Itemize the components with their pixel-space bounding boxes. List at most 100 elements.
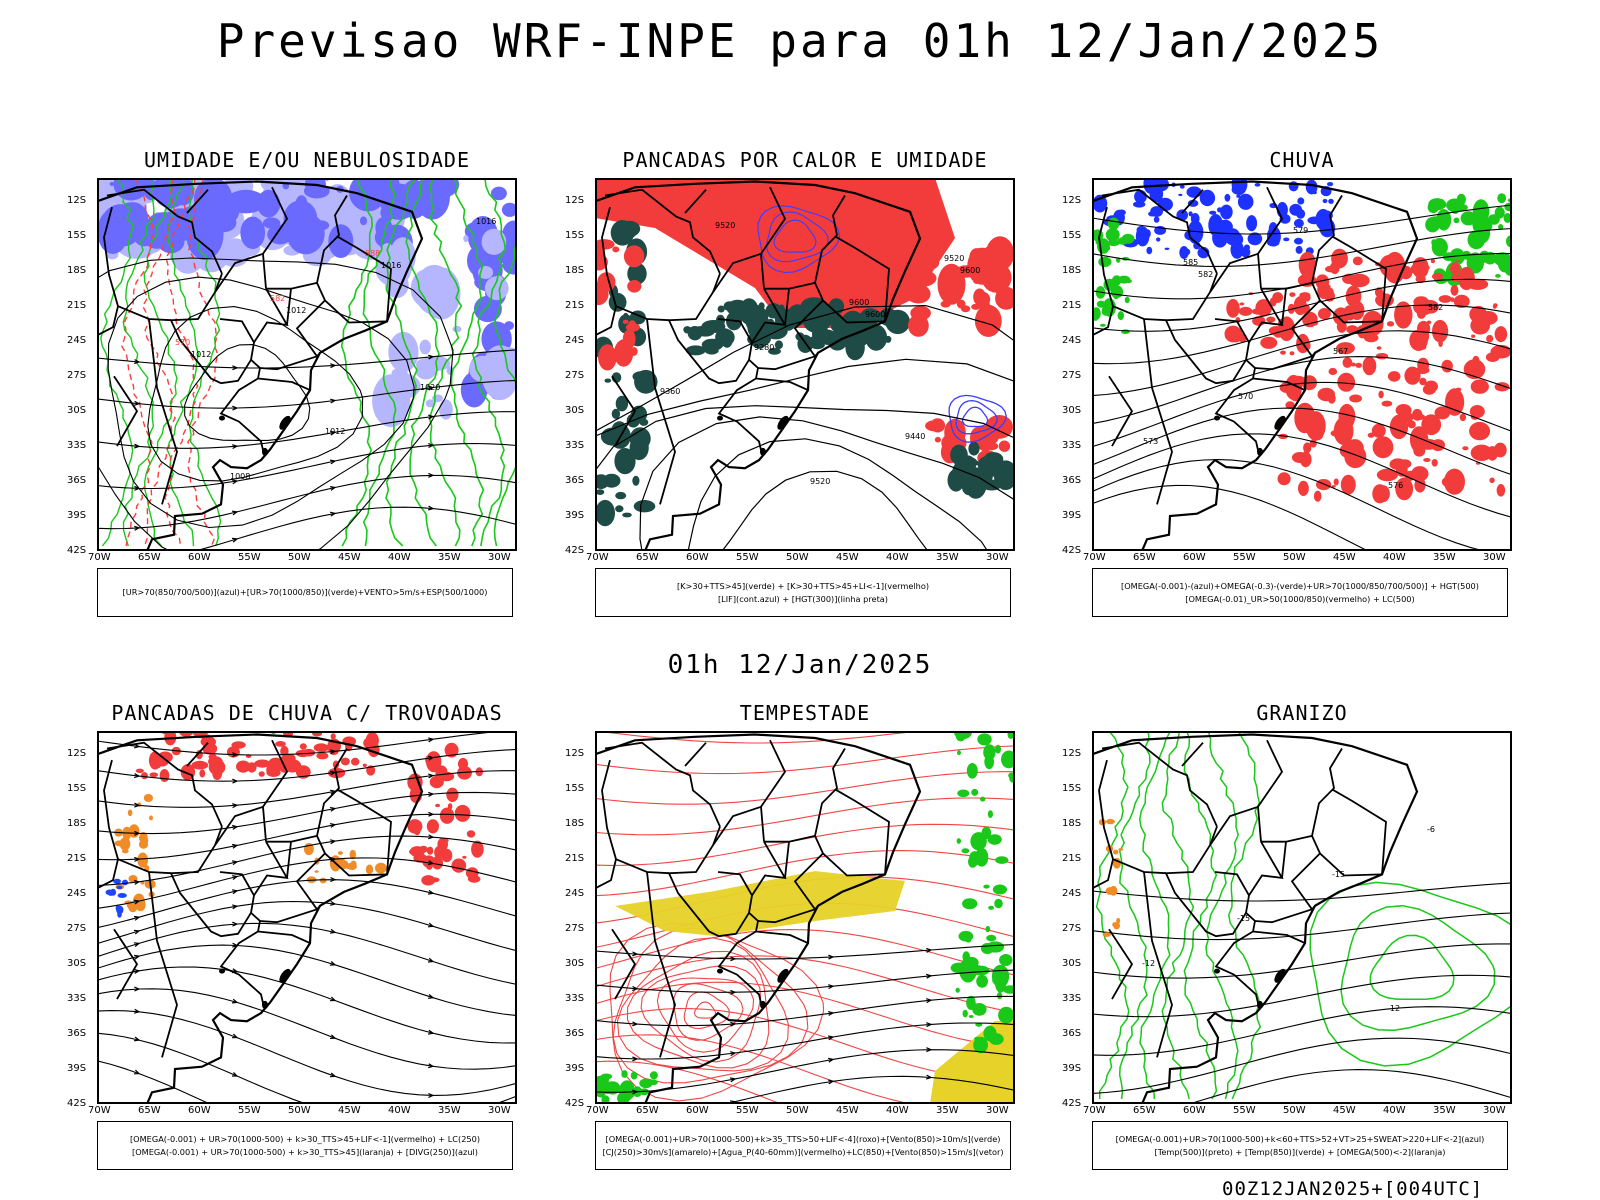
lat-tick-label: 36S bbox=[565, 1028, 585, 1040]
lat-tick-label: 39S bbox=[565, 1063, 585, 1075]
lat-tick-label: 36S bbox=[1062, 1028, 1082, 1040]
lon-tick-label: 50W bbox=[288, 552, 311, 563]
panel-legend: [OMEGA(-0.001)-(azul)+OMEGA(-0.3)-(verde… bbox=[1092, 568, 1508, 617]
map-frame: -12 -12 -15 -15 -6 bbox=[1092, 731, 1512, 1104]
lat-tick-label: 33S bbox=[1062, 993, 1082, 1005]
wind-green bbox=[950, 731, 1015, 1054]
lat-tick-label: 39S bbox=[67, 510, 87, 522]
lat-tick-label: 27S bbox=[1062, 370, 1082, 382]
lat-tick-label: 12S bbox=[565, 748, 585, 760]
contour-label: 9600 bbox=[960, 266, 980, 275]
lon-tick-label: 40W bbox=[886, 1105, 909, 1116]
heat-green-west bbox=[595, 220, 658, 527]
lon-tick-label: 50W bbox=[786, 552, 809, 563]
panel-legend: [OMEGA(-0.001)+UR>70(1000-500)+k<60+TTS>… bbox=[1092, 1121, 1508, 1170]
run-stamp: 00Z12JAN2025+[004UTC] bbox=[1222, 1178, 1484, 1200]
legend-line: [OMEGA(-0.01)_UR>50(1000/850)(vermelho) … bbox=[1185, 593, 1415, 604]
lon-tick-label: 70W bbox=[586, 1105, 609, 1116]
panel-title: CHUVA bbox=[1269, 148, 1335, 172]
map-frame: 1012 1012 1016 1016 1008 1012 1020 570 582 588 bbox=[97, 178, 517, 551]
heat-red-west bbox=[595, 239, 645, 371]
contour-label: 576 bbox=[1388, 481, 1403, 490]
lat-tick-label: 36S bbox=[565, 475, 585, 487]
divg-blue bbox=[105, 878, 128, 918]
lat-tick-label: 33S bbox=[67, 993, 87, 1005]
contour-label: 1008 bbox=[230, 472, 250, 481]
humidity-lightblue-east bbox=[372, 228, 517, 428]
lon-tick-label: 65W bbox=[138, 552, 161, 563]
panel-title: PANCADAS DE CHUVA C/ TROVOADAS bbox=[111, 701, 503, 725]
omega-orange bbox=[1098, 818, 1124, 937]
legend-line: [OMEGA(-0.001)+UR>70(1000-500)+k<60+TTS>… bbox=[1115, 1133, 1485, 1144]
contour-label: 582 bbox=[1428, 303, 1443, 312]
lat-tick-label: 18S bbox=[1062, 818, 1082, 830]
lat-tick-label: 18S bbox=[565, 818, 585, 830]
lat-tick-label: 24S bbox=[565, 888, 585, 900]
lat-tick-label: 42S bbox=[67, 1098, 87, 1109]
lat-tick-label: 12S bbox=[1062, 748, 1082, 760]
lat-tick-label: 33S bbox=[565, 993, 585, 1005]
lon-tick-label: 70W bbox=[1083, 1105, 1106, 1116]
lat-tick-label: 39S bbox=[67, 1063, 87, 1075]
legend-line: [OMEGA(-0.001)+UR>70(1000-500)+k>35_TTS>… bbox=[605, 1133, 1001, 1144]
lon-tick-label: 55W bbox=[736, 1105, 759, 1116]
lat-tick-label: 24S bbox=[565, 335, 585, 347]
lat-tick-label: 33S bbox=[565, 440, 585, 452]
lat-tick-label: 21S bbox=[565, 300, 585, 312]
lon-tick-label: 55W bbox=[1233, 1105, 1256, 1116]
panel-legend: [K>30+TTS>45](verde) + [K>30+TTS>45+LI<-… bbox=[595, 568, 1011, 617]
contour-label: 1012 bbox=[191, 350, 211, 359]
lat-tick-label: 24S bbox=[67, 335, 87, 347]
contour-label: 582 bbox=[270, 294, 285, 303]
lon-tick-label: 30W bbox=[1483, 1105, 1506, 1116]
contour-label: 1016 bbox=[476, 217, 496, 226]
lat-tick-label: 12S bbox=[67, 195, 87, 207]
vento-vectors bbox=[595, 943, 1015, 1104]
lon-tick-label: 40W bbox=[388, 552, 411, 563]
lon-tick-label: 70W bbox=[1083, 552, 1106, 563]
contour-label: 9520 bbox=[944, 254, 964, 263]
heat-red-area bbox=[595, 178, 955, 328]
contour-label: -15 bbox=[1332, 870, 1345, 879]
contour-label: 582 bbox=[1198, 270, 1213, 279]
lon-tick-label: 45W bbox=[836, 552, 859, 563]
panel-title: PANCADAS POR CALOR E UMIDADE bbox=[622, 148, 988, 172]
lon-tick-label: 35W bbox=[438, 1105, 461, 1116]
jet-yellow bbox=[615, 871, 905, 936]
lat-tick-label: 30S bbox=[67, 958, 87, 970]
contour-label: 567 bbox=[1333, 347, 1348, 356]
lat-tick-label: 33S bbox=[67, 440, 87, 452]
lat-tick-label: 27S bbox=[1062, 923, 1082, 935]
temp850-green bbox=[1095, 731, 1262, 1100]
contour-label: 579 bbox=[1293, 226, 1308, 235]
lat-tick-label: 42S bbox=[1062, 545, 1082, 556]
map-canvas bbox=[97, 731, 517, 1104]
map-frame bbox=[595, 731, 1015, 1104]
humidity-blue bbox=[97, 178, 460, 261]
lat-tick-label: 21S bbox=[1062, 300, 1082, 312]
lon-tick-label: 30W bbox=[1483, 552, 1506, 563]
panel-legend: [UR>70(850/700/500)](azul)+[UR>70(1000/8… bbox=[97, 568, 513, 617]
lon-tick-label: 60W bbox=[686, 1105, 709, 1116]
lat-tick-label: 30S bbox=[1062, 405, 1082, 417]
lc850-red bbox=[609, 922, 825, 1102]
lon-tick-label: 35W bbox=[1433, 1105, 1456, 1116]
lat-tick-label: 39S bbox=[565, 510, 585, 522]
lat-tick-label: 36S bbox=[67, 475, 87, 487]
jet-yellow-se bbox=[930, 1021, 1015, 1104]
lat-tick-label: 12S bbox=[67, 748, 87, 760]
lon-tick-label: 45W bbox=[1333, 1105, 1356, 1116]
contour-label: 9600 bbox=[849, 298, 869, 307]
lon-tick-label: 70W bbox=[88, 1105, 111, 1116]
lat-tick-label: 21S bbox=[67, 853, 87, 865]
legend-line: [LIF](cont.azul) + [HGT(300)](linha pret… bbox=[717, 593, 889, 604]
lon-tick-label: 50W bbox=[1283, 1105, 1306, 1116]
lon-tick-label: 45W bbox=[338, 1105, 361, 1116]
lon-tick-label: 65W bbox=[138, 1105, 161, 1116]
contour-label: 570 bbox=[1238, 392, 1253, 401]
lif-blue-n bbox=[757, 205, 841, 274]
lon-tick-label: 55W bbox=[238, 1105, 261, 1116]
lat-tick-label: 15S bbox=[1062, 783, 1082, 795]
contour-label: 573 bbox=[1143, 437, 1158, 446]
lat-tick-label: 15S bbox=[67, 783, 87, 795]
